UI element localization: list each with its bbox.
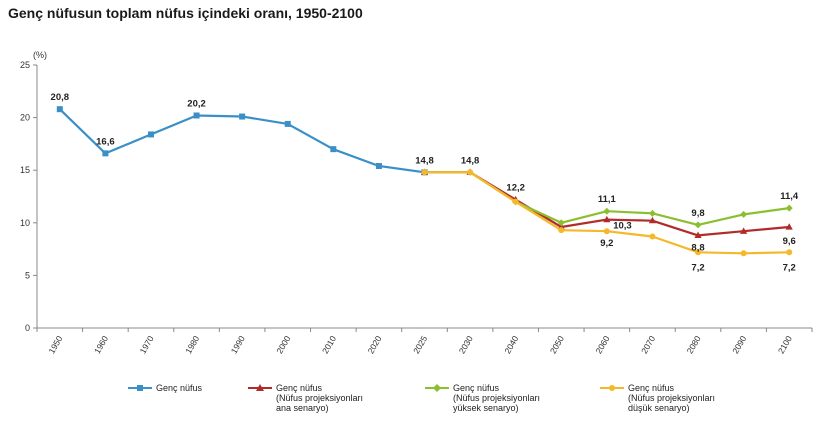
- data-point-s3: [740, 210, 748, 218]
- data-label: 9,8: [691, 208, 704, 219]
- chart-plot: [56, 106, 793, 257]
- x-tick-label: 1950: [46, 334, 64, 356]
- y-tick-label: 25: [20, 60, 30, 70]
- data-label: 14,8: [415, 155, 434, 166]
- x-tick-label: 2030: [457, 334, 475, 356]
- x-tick-label: 2025: [411, 334, 429, 356]
- data-point-s4: [512, 198, 519, 205]
- data-point-s4: [649, 233, 656, 240]
- data-point-s3: [603, 207, 611, 215]
- legend-label-3: Genç nüfus (Nüfus projeksiyonları yüksek…: [453, 383, 541, 413]
- x-tick-label: 2020: [366, 334, 384, 356]
- x-tick-label: 2100: [776, 334, 794, 356]
- data-point-s2: [694, 231, 702, 239]
- x-tick-label: 2080: [685, 334, 703, 356]
- data-label: 11,4: [780, 191, 799, 202]
- data-label: 12,2: [506, 183, 525, 194]
- x-tick-label: 2040: [502, 334, 520, 356]
- x-tick-label: 1980: [183, 334, 201, 356]
- x-tick-label: 1990: [229, 334, 247, 356]
- data-point-s2: [648, 216, 657, 224]
- data-point-s3: [785, 204, 793, 212]
- legend-swatch-3: [425, 384, 449, 392]
- y-tick-label: 10: [20, 218, 30, 228]
- chart-data-labels: 20,8 16,6 20,2 14,8 14,8 12,2 10,3 8,8 9,6 11,1 9,…: [51, 92, 799, 273]
- x-tick-label: 2060: [593, 334, 611, 356]
- data-point-s4: [558, 227, 565, 234]
- data-label: 7,2: [691, 262, 704, 273]
- data-point-s2: [785, 223, 793, 230]
- data-label: 14,8: [461, 155, 480, 166]
- data-point-s1: [102, 150, 109, 157]
- data-point-s3: [694, 221, 702, 229]
- data-point-s4: [695, 249, 702, 256]
- legend-swatch-2: [248, 384, 272, 391]
- data-label: 8,8: [691, 242, 704, 253]
- data-point-s1: [56, 106, 63, 113]
- data-label: 11,1: [598, 194, 617, 205]
- legend-label-4: Genç nüfus (Nüfus projeksiyonları düşük …: [628, 383, 716, 413]
- data-point-s1: [284, 120, 291, 127]
- x-tick-label: 2090: [730, 334, 748, 356]
- legend-swatch-1: [128, 385, 152, 391]
- x-tick-label: 2050: [548, 334, 566, 356]
- y-tick-label: 0: [25, 323, 30, 333]
- data-point-s2: [740, 227, 748, 234]
- data-point-s1: [330, 146, 337, 153]
- x-tick-label: 2010: [320, 334, 338, 356]
- y-tick-label: 20: [20, 113, 30, 123]
- data-point-s1: [239, 113, 246, 120]
- data-point-s2: [603, 215, 611, 223]
- data-point-s4: [740, 250, 747, 257]
- data-point-s4: [786, 249, 793, 256]
- legend-label-2: Genç nüfus (Nüfus projeksiyonları ana se…: [276, 383, 364, 413]
- data-point-s1: [193, 112, 200, 119]
- data-point-s4: [467, 169, 474, 176]
- data-label: 9,2: [600, 238, 613, 249]
- data-point-s3: [648, 209, 656, 217]
- data-point-s4: [603, 228, 610, 235]
- legend-label-1: Genç nüfus: [156, 383, 203, 393]
- y-tick-label: 5: [25, 270, 30, 280]
- x-tick-label: 1960: [92, 334, 110, 356]
- data-point-s1: [147, 131, 154, 138]
- data-label: 7,2: [783, 262, 796, 273]
- x-tick-label: 2000: [274, 334, 292, 356]
- data-point-s3: [557, 219, 565, 227]
- x-tick-label: 2070: [639, 334, 657, 356]
- y-axis-label: (%): [33, 50, 47, 60]
- y-tick-label: 15: [20, 165, 30, 175]
- data-point-s4: [421, 169, 428, 176]
- data-label: 20,8: [51, 92, 70, 103]
- data-label: 10,3: [613, 221, 632, 232]
- data-label: 16,6: [96, 136, 115, 147]
- data-label: 20,2: [187, 98, 206, 109]
- data-point-s1: [375, 162, 382, 169]
- legend-swatch-4: [600, 385, 624, 391]
- chart-title: Genç nüfusun toplam nüfus içindeki oranı…: [8, 5, 363, 21]
- x-tick-label: 1970: [138, 334, 156, 356]
- data-label: 9,6: [783, 236, 796, 247]
